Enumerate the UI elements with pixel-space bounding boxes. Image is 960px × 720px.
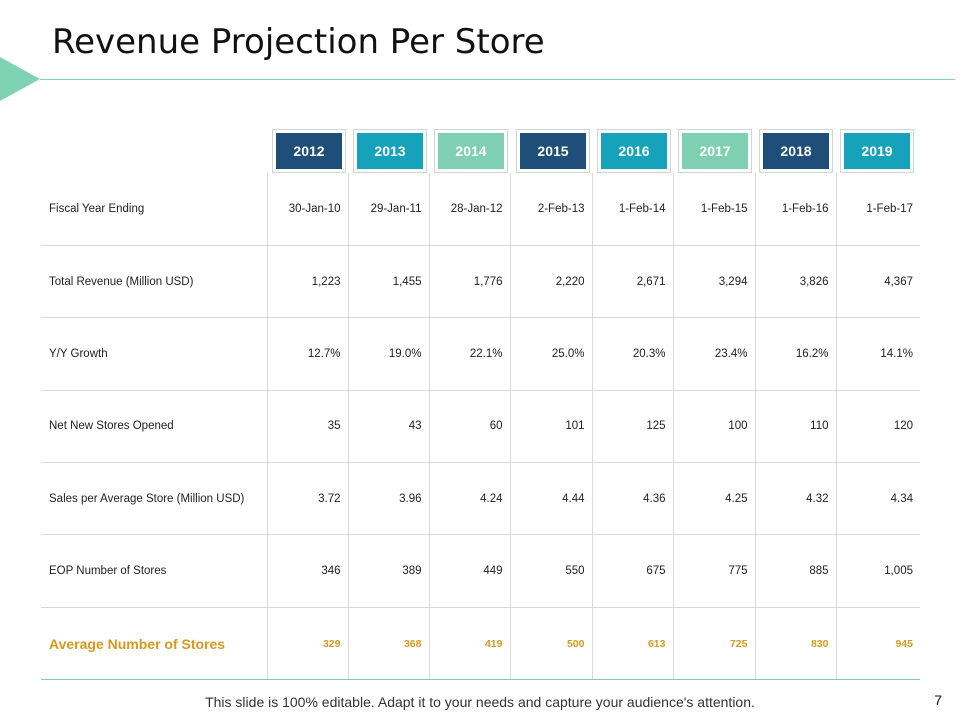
table-cell: 14.1% (835, 317, 920, 391)
title-divider (40, 79, 955, 80)
table-cell: 4.36 (591, 462, 673, 536)
table-cell: 1-Feb-17 (835, 173, 920, 246)
page-title: Revenue Projection Per Store (52, 22, 545, 62)
year-label: 2012 (276, 133, 342, 169)
table-cell: 29-Jan-11 (347, 173, 429, 246)
table-row-highlight: Average Number of Stores 329 368 419 500 613 7… (41, 607, 920, 681)
table-cell: 100 (672, 390, 755, 464)
table-cell: 368 (347, 607, 429, 681)
year-header-1: 2013 (353, 129, 427, 173)
row-label: EOP Number of Stores (41, 534, 267, 608)
table-cell: 329 (266, 607, 348, 681)
table-cell: 613 (591, 607, 673, 681)
table-cell: 346 (266, 534, 348, 608)
table-cell: 1-Feb-14 (591, 173, 673, 246)
table-cell: 2,220 (509, 245, 592, 319)
year-label: 2019 (844, 133, 910, 169)
table-cell: 12.7% (266, 317, 348, 391)
table-cell: 2,671 (591, 245, 673, 319)
table-cell: 23.4% (672, 317, 755, 391)
table-cell: 1,776 (428, 245, 510, 319)
table-cell: 25.0% (509, 317, 592, 391)
table-cell: 1,455 (347, 245, 429, 319)
table-cell: 1,223 (266, 245, 348, 319)
year-label: 2018 (763, 133, 829, 169)
table-cell: 389 (347, 534, 429, 608)
year-header-5: 2017 (678, 129, 752, 173)
table-cell: 1-Feb-16 (754, 173, 836, 246)
table-cell: 20.3% (591, 317, 673, 391)
table-cell: 3.72 (266, 462, 348, 536)
table-cell: 2-Feb-13 (509, 173, 592, 246)
year-header-4: 2016 (597, 129, 671, 173)
year-header-row: 2012 2013 2014 2015 2016 2017 2018 2019 (0, 129, 960, 175)
year-label: 2016 (601, 133, 667, 169)
table-cell: 830 (754, 607, 836, 681)
table-cell: 4.44 (509, 462, 592, 536)
table-cell: 885 (754, 534, 836, 608)
year-label: 2017 (682, 133, 748, 169)
year-header-3: 2015 (516, 129, 590, 173)
table-cell: 3,294 (672, 245, 755, 319)
table-cell: 4.25 (672, 462, 755, 536)
table-row: Net New Stores Opened 35 43 60 101 125 100 110 1… (41, 390, 920, 464)
row-label: Total Revenue (Million USD) (41, 245, 267, 319)
year-header-2: 2014 (434, 129, 508, 173)
table-cell: 550 (509, 534, 592, 608)
table-row: Total Revenue (Million USD) 1,223 1,455 1,7… (41, 245, 920, 319)
title-arrow-decoration (0, 57, 40, 101)
row-label: Average Number of Stores (41, 607, 267, 681)
table-row: Y/Y Growth 12.7% 19.0% 22.1% 25.0% 20.3% 23.4%… (41, 317, 920, 391)
row-label: Y/Y Growth (41, 317, 267, 391)
table-cell: 19.0% (347, 317, 429, 391)
page-number: 7 (934, 692, 942, 708)
table-cell: 725 (672, 607, 755, 681)
table-cell: 16.2% (754, 317, 836, 391)
table-cell: 449 (428, 534, 510, 608)
table-row: Fiscal Year Ending 30-Jan-10 29-Jan-11 28-J… (41, 173, 920, 246)
table-cell: 110 (754, 390, 836, 464)
table-cell: 419 (428, 607, 510, 681)
table-cell: 4.24 (428, 462, 510, 536)
revenue-table: Fiscal Year Ending 30-Jan-10 29-Jan-11 28-J… (41, 173, 920, 681)
table-row: Sales per Average Store (Million USD) 3.7… (41, 462, 920, 536)
table-row: EOP Number of Stores 346 389 449 550 675 775 88… (41, 534, 920, 608)
year-label: 2013 (357, 133, 423, 169)
table-cell: 945 (835, 607, 920, 681)
year-header-7: 2019 (840, 129, 914, 173)
table-cell: 125 (591, 390, 673, 464)
row-label: Net New Stores Opened (41, 390, 267, 464)
row-label: Fiscal Year Ending (41, 173, 267, 246)
footer-note: This slide is 100% editable. Adapt it to… (205, 694, 755, 710)
table-cell: 4.32 (754, 462, 836, 536)
table-cell: 675 (591, 534, 673, 608)
row-label: Sales per Average Store (Million USD) (41, 462, 267, 536)
table-cell: 3,826 (754, 245, 836, 319)
year-header-6: 2018 (759, 129, 833, 173)
table-cell: 35 (266, 390, 348, 464)
table-cell: 500 (509, 607, 592, 681)
table-cell: 30-Jan-10 (266, 173, 348, 246)
table-cell: 4,367 (835, 245, 920, 319)
year-label: 2015 (520, 133, 586, 169)
year-label: 2014 (438, 133, 504, 169)
table-cell: 101 (509, 390, 592, 464)
table-cell: 1,005 (835, 534, 920, 608)
table-cell: 60 (428, 390, 510, 464)
table-cell: 120 (835, 390, 920, 464)
table-cell: 43 (347, 390, 429, 464)
table-cell: 28-Jan-12 (428, 173, 510, 246)
table-cell: 3.96 (347, 462, 429, 536)
year-header-0: 2012 (272, 129, 346, 173)
table-cell: 775 (672, 534, 755, 608)
table-cell: 4.34 (835, 462, 920, 536)
table-cell: 1-Feb-15 (672, 173, 755, 246)
table-cell: 22.1% (428, 317, 510, 391)
